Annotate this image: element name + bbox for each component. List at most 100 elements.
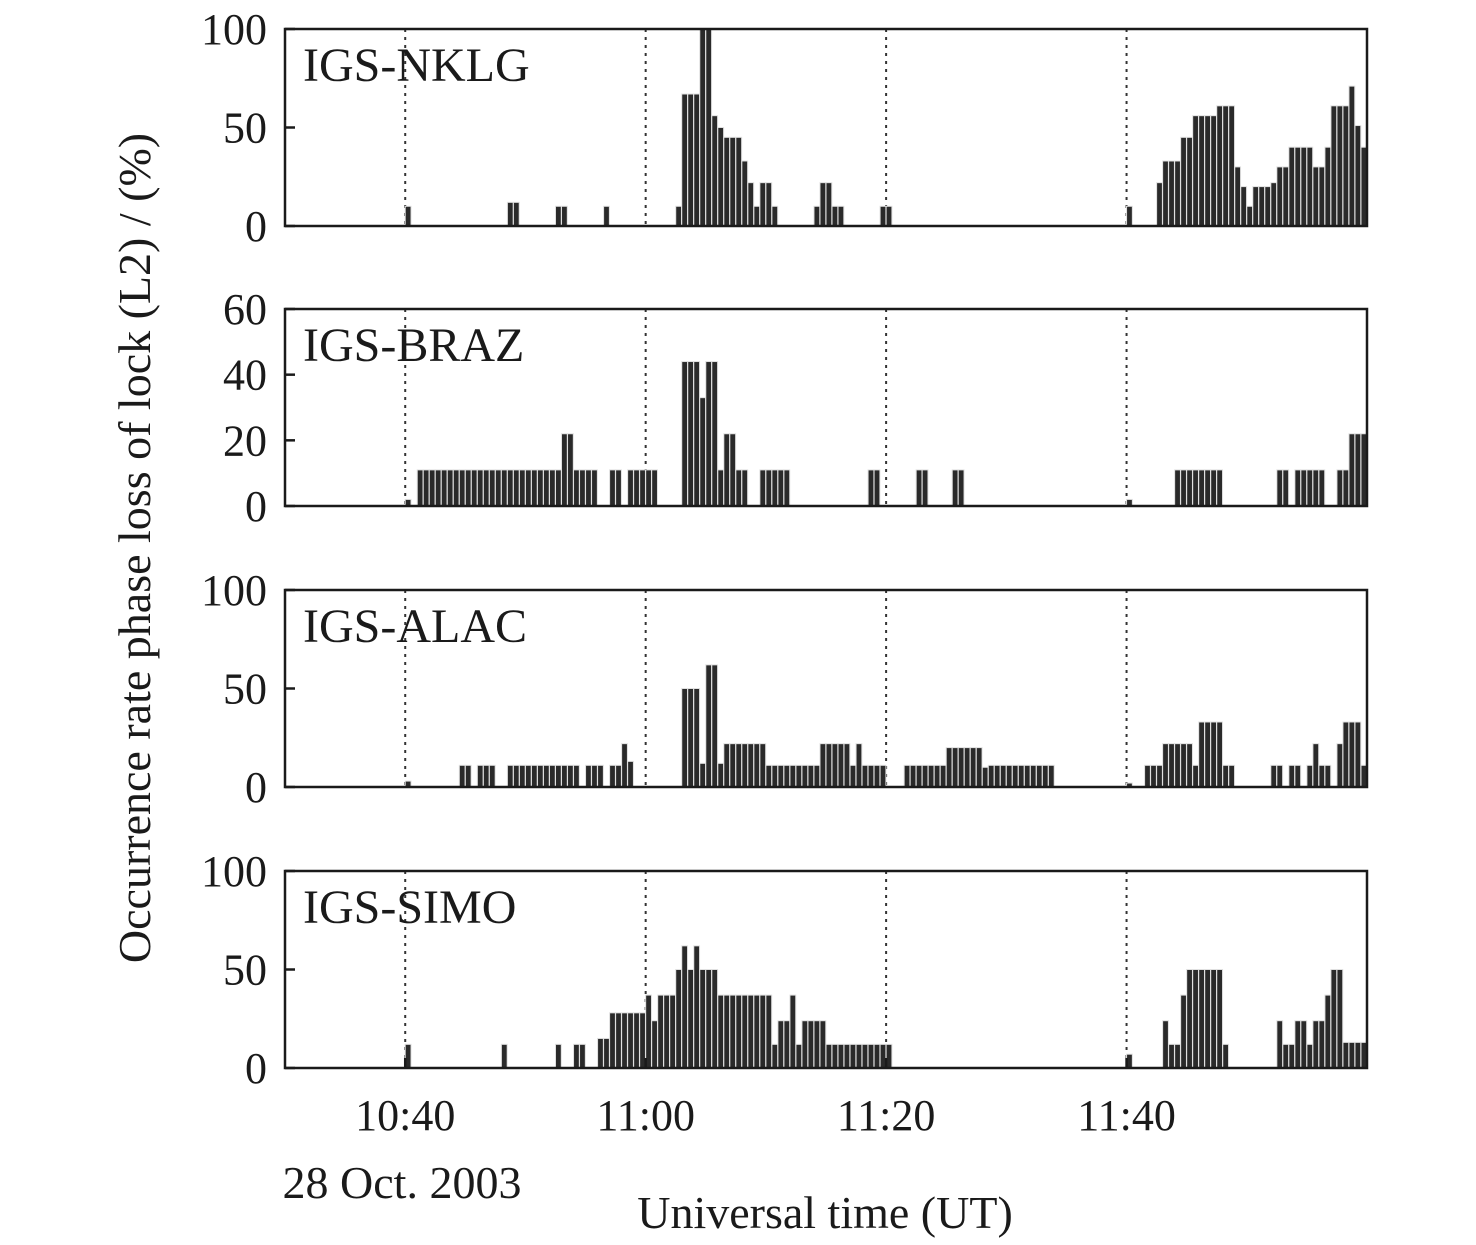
- bar: [801, 764, 809, 788]
- bar: [705, 969, 713, 1069]
- bar: [765, 994, 773, 1069]
- panel-igs-alac: 0 50 100 IGS-ALAC: [201, 566, 1369, 812]
- bar: [1222, 1043, 1230, 1069]
- bar: [831, 205, 839, 227]
- bar: [1336, 743, 1344, 788]
- bar: [1204, 721, 1211, 788]
- bar: [735, 469, 743, 507]
- bar: [735, 994, 743, 1069]
- bar: [1198, 969, 1205, 1069]
- panel-label: IGS-BRAZ: [303, 319, 524, 372]
- bar: [1264, 186, 1272, 227]
- y-tick-label: 40: [223, 351, 267, 400]
- bar: [609, 764, 616, 788]
- bar: [675, 969, 683, 1069]
- bar: [693, 688, 701, 788]
- bar: [933, 764, 941, 788]
- bar: [530, 469, 538, 507]
- bar: [885, 205, 893, 227]
- bar: [1342, 105, 1350, 227]
- bar: [1276, 1020, 1284, 1069]
- bar: [771, 764, 779, 788]
- y-tick-label: 0: [245, 202, 267, 251]
- bar: [1330, 969, 1338, 1069]
- bar: [651, 1020, 658, 1069]
- bar: [476, 764, 484, 788]
- bar: [867, 1043, 875, 1069]
- bar: [921, 469, 929, 507]
- bar: [567, 433, 574, 507]
- bar: [633, 1012, 640, 1069]
- bar: [1126, 205, 1133, 227]
- panel-label: IGS-ALAC: [303, 600, 527, 653]
- bar: [717, 994, 725, 1069]
- bar: [1294, 764, 1302, 788]
- bar: [548, 469, 556, 507]
- bar: [1150, 764, 1157, 788]
- bar: [1180, 469, 1187, 507]
- bar: [1312, 1020, 1320, 1069]
- bar: [506, 764, 514, 788]
- bar: [500, 469, 508, 507]
- bar: [777, 1020, 785, 1069]
- bar: [939, 764, 947, 788]
- bar: [1282, 469, 1290, 507]
- y-tick-label: 100: [201, 847, 267, 896]
- bar: [591, 764, 598, 788]
- panel-label: IGS-SIMO: [303, 881, 516, 934]
- bar: [1240, 186, 1248, 227]
- bar: [1354, 433, 1362, 507]
- bar: [765, 764, 773, 788]
- bar: [873, 764, 881, 788]
- bar: [969, 747, 977, 788]
- bar: [518, 764, 526, 788]
- bar: [843, 1043, 851, 1069]
- bar: [518, 469, 526, 507]
- x-axis: 10:40 11:00 11:20 11:40: [355, 1058, 1176, 1140]
- bar: [1156, 182, 1163, 227]
- bar: [753, 205, 761, 227]
- bar: [735, 743, 743, 788]
- bar: [1324, 764, 1332, 788]
- bar: [741, 469, 749, 507]
- bar: [1228, 764, 1236, 788]
- panel-igs-simo: 0 50 100 IGS-SIMO: [201, 847, 1369, 1093]
- bar: [711, 664, 719, 788]
- bar: [488, 764, 496, 788]
- bar: [687, 93, 695, 227]
- bar: [813, 205, 821, 227]
- bar: [957, 747, 965, 788]
- bar: [801, 1020, 809, 1069]
- bar: [879, 764, 887, 788]
- y-axis-title: Occurrence rate phase loss of lock (L2) …: [109, 133, 160, 963]
- bar: [711, 969, 719, 1069]
- bar: [831, 743, 839, 788]
- panel-igs-braz: 0 20 40 60 IGS-BRAZ: [223, 285, 1369, 531]
- bar: [548, 764, 556, 788]
- bar: [458, 764, 466, 788]
- bar: [873, 1043, 881, 1069]
- bar: [1210, 115, 1218, 227]
- y-tick-label: 100: [201, 5, 267, 54]
- bar: [1342, 721, 1350, 788]
- panel-igs-nklg: 0 50 100 IGS-NKLG: [201, 5, 1369, 251]
- bar: [627, 469, 634, 507]
- bar: [729, 743, 737, 788]
- bar: [1186, 743, 1193, 788]
- bar: [663, 994, 671, 1069]
- bar: [1336, 105, 1344, 227]
- bar: [735, 136, 743, 227]
- bar: [1312, 743, 1320, 788]
- bar: [1270, 764, 1278, 788]
- bar: [843, 743, 851, 788]
- bar: [1005, 764, 1013, 788]
- bar: [1342, 469, 1350, 507]
- bar: [819, 1020, 827, 1069]
- bar: [1228, 105, 1236, 227]
- bar: [723, 136, 731, 227]
- bar: [1312, 166, 1320, 227]
- bar: [1023, 764, 1031, 788]
- bar: [452, 469, 460, 507]
- bar: [494, 469, 502, 507]
- bar: [777, 469, 785, 507]
